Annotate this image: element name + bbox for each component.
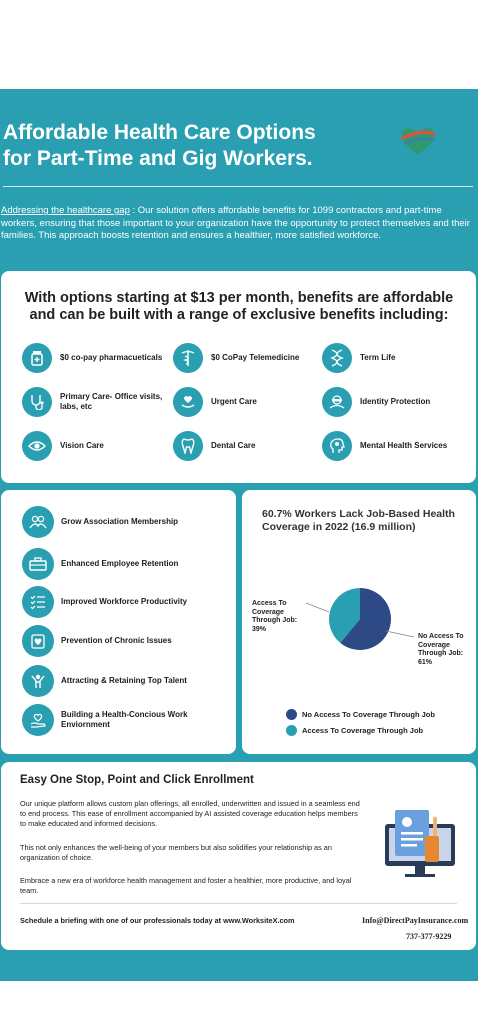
tooth-icon [173,431,203,461]
benefit-label: Mental Health Services [360,441,448,450]
footer-phone: 737-377-9229 [406,932,452,941]
benefit-item-mental-health: Mental Health Services [322,431,447,461]
heart-clipboard-icon [22,625,54,657]
benefit-item-dental-care: Dental Care [173,431,255,461]
annotation-line: 39% [252,625,267,633]
intro-link[interactable]: Addressing the healthcare gap [1,205,130,216]
enrollment-illustration-icon [385,810,455,877]
intro-paragraph: Addressing the healthcare gap : Our solu… [1,205,477,243]
caduceus-icon [173,343,203,373]
slice-annotation-access: Access To Coverage Through Job: 39% [252,600,297,634]
benefits-headline-line-2: and can be built with a range of exclusi… [29,307,449,323]
annotation-line: Coverage [418,641,450,649]
chart-title: 60.7% Workers Lack Job-Based Health Cove… [262,508,455,533]
benefit-label: Vision Care [60,441,104,450]
intro-text: : Our solution offers affordable benefit… [1,205,470,241]
benefit-item-urgent-care: Urgent Care [173,387,257,417]
advantage-label: Prevention of Chronic Issues [61,636,172,645]
mask-icon [322,387,352,417]
advantage-item: Enhanced Employee Retention [22,548,211,580]
advantage-label: Attracting & Retaining Top Talent [61,676,187,685]
title-divider [3,186,473,187]
hand-heart-icon [173,387,203,417]
benefit-label: Dental Care [211,441,256,450]
annotation-line: 61% [418,658,433,666]
briefcase-icon [22,548,54,580]
benefit-item-pharmacy: $0 co-pay pharmacueticals [22,343,162,373]
benefit-label: $0 CoPay Telemedicine [211,353,300,362]
benefits-headline-line-1: With options starting at $13 per month, … [24,290,454,306]
annotation-line: Coverage [252,608,284,616]
legend-label: Access To Coverage Through Job [302,726,424,735]
legend-label: No Access To Coverage Through Job [302,710,435,719]
annotation-line: Through Job: [252,617,298,624]
checklist-icon [22,586,54,618]
legend-swatch-access [286,725,297,736]
slice-annotation-no-access: No Access To Coverage Through Job: 61% [418,633,464,667]
benefit-label: Urgent Care [211,397,257,406]
head-gear-icon [322,431,352,461]
enrollment-paragraph-1: Our unique platform allows custom plan o… [20,799,360,828]
benefit-item-telemedicine: $0 CoPay Telemedicine [173,343,299,373]
enrollment-divider [20,903,457,904]
heart-hand-icon [22,704,54,736]
enrollment-title: Easy One Stop, Point and Click Enrollmen… [20,774,254,786]
benefit-label: $0 co-pay pharmacueticals [60,353,163,362]
enrollment-paragraph-2: This not only enhances the well-being of… [20,843,332,862]
benefit-item-primary-care: Primary Care- Office visits, labs, etc [22,387,165,417]
page-title: Affordable Health Care Options for Part-… [3,120,363,172]
enrollment-paragraph-3: Embrace a new era of workforce health ma… [20,876,352,895]
benefit-label: Primary Care- Office visits, labs, etc [60,392,163,411]
stethoscope-icon [22,387,52,417]
advantage-label: Improved Workforce Productivity [61,597,188,606]
legend-item-no-access: No Access To Coverage Through Job [286,709,435,720]
heart-logo-icon [401,128,436,154]
advantage-item: Improved Workforce Productivity [22,586,211,618]
benefit-item-vision-care: Vision Care [22,431,104,461]
legend-swatch-no-access [286,709,297,720]
advantage-label: Enhanced Employee Retention [61,559,179,568]
advantage-item: Grow Association Membership [22,506,211,538]
annotation-line: Access To [252,600,287,607]
benefit-item-identity-protection: Identity Protection [322,387,430,417]
people-icon [22,506,54,538]
advantage-item: Attracting & Retaining Top Talent [22,665,211,697]
title-line-1: Affordable Health Care Options [3,121,316,144]
annotation-line: No Access To [418,633,464,640]
benefit-label: Identity Protection [360,397,431,406]
footer-email-link[interactable]: Info@DirectPayInsurance.com [362,916,469,925]
dna-icon [322,343,352,373]
advantage-label: Building a Health-Concious Work Enviornm… [61,710,188,729]
advantage-item: Prevention of Chronic Issues [22,625,211,657]
title-line-2: for Part-Time and Gig Workers. [3,147,313,170]
annotation-line: Through Job: [418,650,464,657]
footer-schedule-text: Schedule a briefing with one of our prof… [20,916,295,925]
benefit-item-term-life: Term Life [322,343,395,373]
benefit-label: Term Life [360,353,396,362]
benefits-headline: With options starting at $13 per month, … [22,290,456,324]
trophy-person-icon [22,665,54,697]
benefits-card [1,271,476,483]
legend-item-access: Access To Coverage Through Job [286,725,423,736]
advantage-item: Building a Health-Concious Work Enviornm… [22,704,196,736]
advantage-label: Grow Association Membership [61,517,179,526]
eye-icon [22,431,52,461]
pill-bottle-icon [22,343,52,373]
